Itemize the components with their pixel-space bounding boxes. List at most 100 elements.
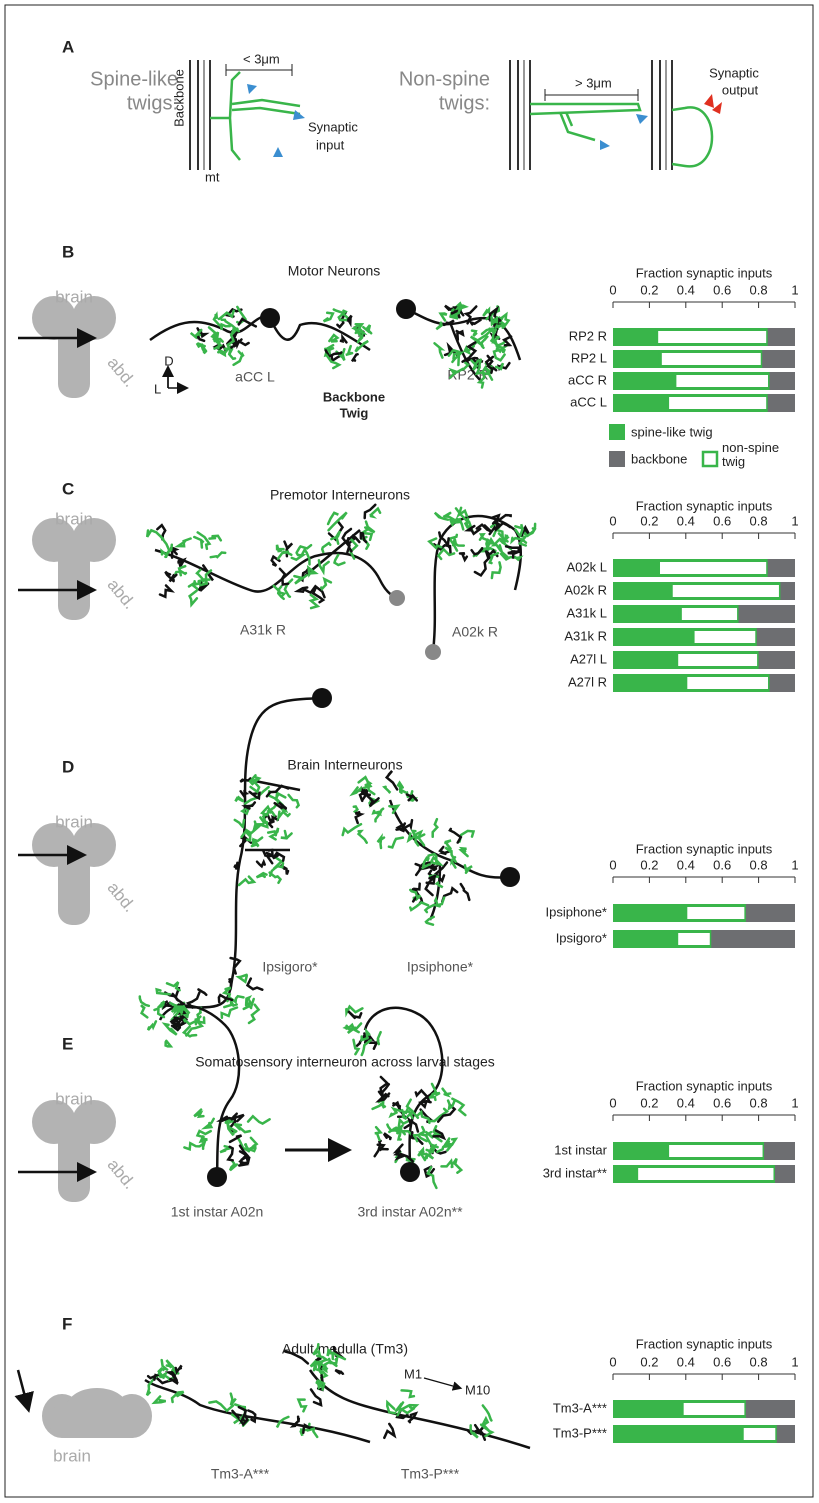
twig (391, 1109, 401, 1116)
twig (378, 837, 384, 848)
twig (154, 1397, 165, 1403)
twig (218, 351, 225, 355)
twig (483, 310, 489, 316)
label: mt (205, 169, 220, 184)
layer-label: M1 (404, 1366, 422, 1381)
twig (510, 557, 520, 560)
soma (207, 1167, 227, 1187)
x-tick-label: 0 (609, 857, 616, 872)
category-label: 1st instar (554, 1142, 607, 1157)
panel-title: Premotor Interneurons (270, 487, 410, 503)
twig (398, 783, 403, 793)
label: twigs: (127, 92, 178, 114)
twig (277, 545, 284, 551)
twig (198, 1131, 211, 1137)
twig (453, 519, 463, 529)
brain-label: brain (53, 1446, 91, 1465)
twig (492, 562, 501, 578)
layer-arrow (424, 1378, 460, 1388)
backbone-branch (176, 1365, 182, 1372)
bar-segment (613, 930, 677, 948)
x-tick-label: 0.6 (713, 513, 731, 528)
bar-segment (657, 330, 768, 345)
twig-sketch (210, 72, 300, 160)
twig (435, 343, 443, 357)
bar-segment (775, 1165, 795, 1183)
twig (443, 1089, 452, 1096)
label: Backbone (171, 69, 186, 127)
key-label: Backbone (323, 389, 385, 404)
bar-segment (675, 374, 770, 389)
category-label: Ipsiphone* (546, 904, 607, 919)
larva-silhouette (32, 823, 116, 925)
category-label: RP2 R (569, 328, 607, 343)
twig (460, 831, 474, 842)
neuron-label: aCC L (235, 369, 275, 385)
bar-segment (686, 906, 746, 921)
backbone-branch (352, 354, 358, 361)
backbone-branch (160, 586, 171, 597)
bar-segment (768, 394, 795, 412)
x-tick-label: 0.2 (640, 1095, 658, 1110)
twig (230, 1161, 237, 1170)
category-label: RP2 L (571, 350, 607, 365)
twig (446, 1139, 456, 1145)
backbone-branch (461, 884, 470, 900)
backbone-branch (231, 958, 240, 974)
x-tick-label: 0.2 (640, 857, 658, 872)
backbone-branch (426, 876, 436, 895)
twig (375, 1127, 381, 1140)
bar-segment (693, 630, 757, 645)
backbone-branch (471, 320, 480, 325)
twig (200, 1143, 204, 1149)
bar-segment (768, 559, 795, 577)
axis-arrows (168, 368, 186, 388)
twig (433, 819, 438, 837)
legend-swatch (703, 452, 717, 466)
bar-segment (671, 584, 780, 599)
twig (257, 873, 267, 877)
label: output (722, 82, 759, 97)
twig (141, 1005, 147, 1017)
brain-label: brain (55, 1089, 93, 1108)
backbone-branch (241, 791, 247, 797)
category-label: Tm3-P*** (553, 1425, 607, 1440)
panel-letter: F (62, 1314, 72, 1333)
legend-swatch (609, 451, 625, 467)
twig (285, 580, 292, 597)
frame (5, 5, 813, 1497)
twig (359, 831, 367, 843)
twig (331, 531, 340, 544)
backbone-branch (178, 560, 184, 566)
twig (191, 330, 202, 338)
twig (211, 553, 226, 558)
soma (425, 644, 441, 660)
synapse (247, 84, 305, 157)
x-tick-label: 0.4 (677, 1095, 695, 1110)
bar-segment (711, 930, 795, 948)
bar-segment (746, 1400, 795, 1418)
twig (155, 1008, 164, 1017)
x-tick-label: 0.8 (750, 1354, 768, 1369)
backbone-branch (499, 515, 511, 520)
legend-label: spine-like twig (631, 424, 713, 439)
bar-segment (762, 350, 795, 368)
soma (260, 308, 280, 328)
category-label: A31k R (564, 628, 607, 643)
x-tick-label: 0.2 (640, 282, 658, 297)
key-label: Twig (340, 405, 369, 420)
backbone-branch (460, 553, 467, 560)
backbone (150, 317, 370, 350)
twig (298, 1400, 305, 1412)
twig (235, 820, 244, 827)
neuron-label: Tm3-P*** (401, 1466, 460, 1482)
bar-segment (613, 1400, 682, 1418)
twig (371, 509, 380, 517)
label: Synaptic (709, 65, 759, 80)
bar-segment (613, 651, 677, 669)
backbone-branch (385, 1134, 391, 1139)
panel-letter: D (62, 757, 74, 776)
bar-segment (613, 328, 657, 346)
bar-segment (757, 628, 795, 646)
bar-segment (613, 1165, 637, 1183)
